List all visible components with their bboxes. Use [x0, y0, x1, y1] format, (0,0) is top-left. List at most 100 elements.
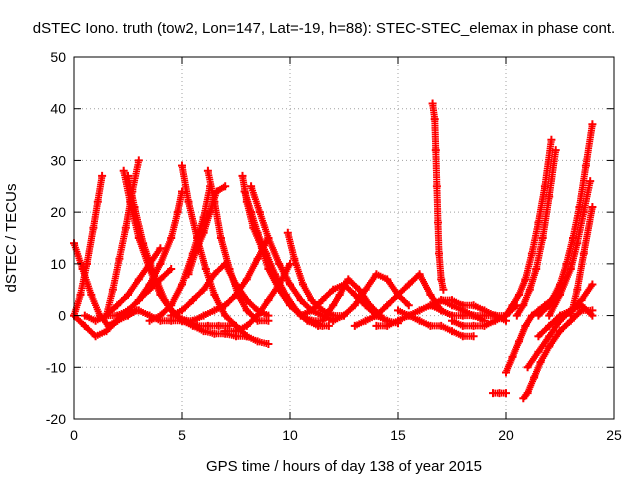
series-track — [167, 259, 273, 320]
data-point — [437, 275, 446, 284]
data-point — [167, 265, 176, 273]
series-track — [134, 187, 186, 305]
data-point — [519, 301, 528, 310]
data-point — [532, 265, 541, 273]
data-point — [469, 332, 478, 341]
data-point — [394, 306, 402, 315]
data-point — [573, 239, 582, 248]
data-point — [426, 290, 435, 299]
data-point — [156, 259, 165, 268]
data-point — [469, 311, 478, 320]
data-point — [556, 311, 564, 320]
data-point — [523, 363, 532, 372]
data-point — [588, 120, 597, 129]
series-track — [307, 275, 385, 325]
data-point — [324, 321, 333, 330]
data-point — [431, 146, 440, 155]
data-point — [221, 311, 230, 320]
data-point — [178, 280, 186, 289]
data-point — [203, 321, 212, 330]
data-point — [283, 228, 292, 237]
data-point — [545, 332, 554, 341]
data-point — [588, 280, 597, 289]
data-point — [415, 316, 424, 325]
data-point — [232, 327, 240, 336]
plot-frame — [73, 56, 615, 420]
data-point — [98, 171, 107, 180]
data-point — [404, 301, 413, 310]
data-point — [588, 311, 597, 320]
series-track — [203, 166, 273, 325]
data-point — [156, 311, 165, 320]
data-point — [508, 301, 517, 310]
data-point — [115, 254, 124, 263]
data-point — [188, 296, 197, 305]
data-point — [216, 234, 225, 242]
data-point — [502, 368, 510, 377]
data-point — [329, 285, 338, 294]
data-point — [534, 218, 543, 227]
data-point — [247, 208, 256, 217]
y-tick-label: -20 — [46, 411, 66, 427]
data-point — [184, 197, 193, 206]
data-point — [91, 316, 100, 325]
data-point — [458, 301, 467, 310]
x-tick-label: 10 — [282, 427, 298, 443]
data-point — [556, 290, 564, 299]
data-point — [253, 337, 262, 346]
data-point — [523, 389, 532, 398]
data-point — [210, 270, 219, 279]
data-point — [426, 301, 435, 310]
series-track — [221, 259, 294, 336]
data-points — [70, 99, 597, 403]
data-point — [108, 285, 117, 294]
data-point — [210, 329, 219, 338]
data-point — [167, 311, 176, 320]
series-track — [566, 203, 597, 320]
data-point — [193, 321, 202, 330]
data-point — [296, 296, 305, 305]
data-point — [519, 394, 528, 403]
data-point — [579, 208, 588, 217]
data-point — [545, 321, 554, 330]
data-point — [545, 192, 554, 201]
data-point — [527, 249, 536, 258]
data-point — [210, 290, 219, 299]
chart-title: dSTEC Iono. truth (tow2, Lon=147, Lat=-1… — [33, 20, 615, 37]
y-tick-label: 20 — [50, 204, 66, 220]
data-point — [372, 270, 381, 279]
data-point — [538, 234, 547, 242]
data-point — [551, 146, 560, 155]
data-point — [318, 296, 327, 305]
data-point — [383, 301, 392, 310]
data-point — [432, 182, 441, 191]
y-tick-label: 40 — [50, 101, 66, 117]
x-axis-label: GPS time / hours of day 138 of year 2015 — [206, 458, 482, 475]
y-tick-label: -10 — [46, 359, 66, 375]
series-track — [184, 182, 230, 279]
data-point — [292, 306, 301, 315]
data-point — [383, 275, 392, 284]
data-point — [199, 285, 208, 294]
data-point — [521, 321, 530, 330]
data-point — [556, 327, 564, 336]
data-point — [242, 321, 251, 330]
data-point — [240, 187, 249, 196]
data-point — [221, 301, 230, 310]
data-point — [515, 337, 523, 346]
data-point — [437, 296, 446, 305]
data-point — [372, 311, 381, 320]
data-point — [344, 275, 353, 284]
data-point — [191, 249, 199, 258]
data-point — [255, 208, 264, 217]
series-track — [394, 306, 478, 341]
data-point — [87, 290, 96, 299]
data-point — [430, 115, 439, 124]
y-tick-label: 30 — [50, 152, 66, 168]
data-point — [167, 301, 176, 310]
data-point — [178, 161, 186, 170]
x-tick-label: 15 — [390, 427, 406, 443]
data-point — [83, 259, 91, 268]
data-point — [480, 306, 489, 315]
data-point — [167, 234, 176, 242]
